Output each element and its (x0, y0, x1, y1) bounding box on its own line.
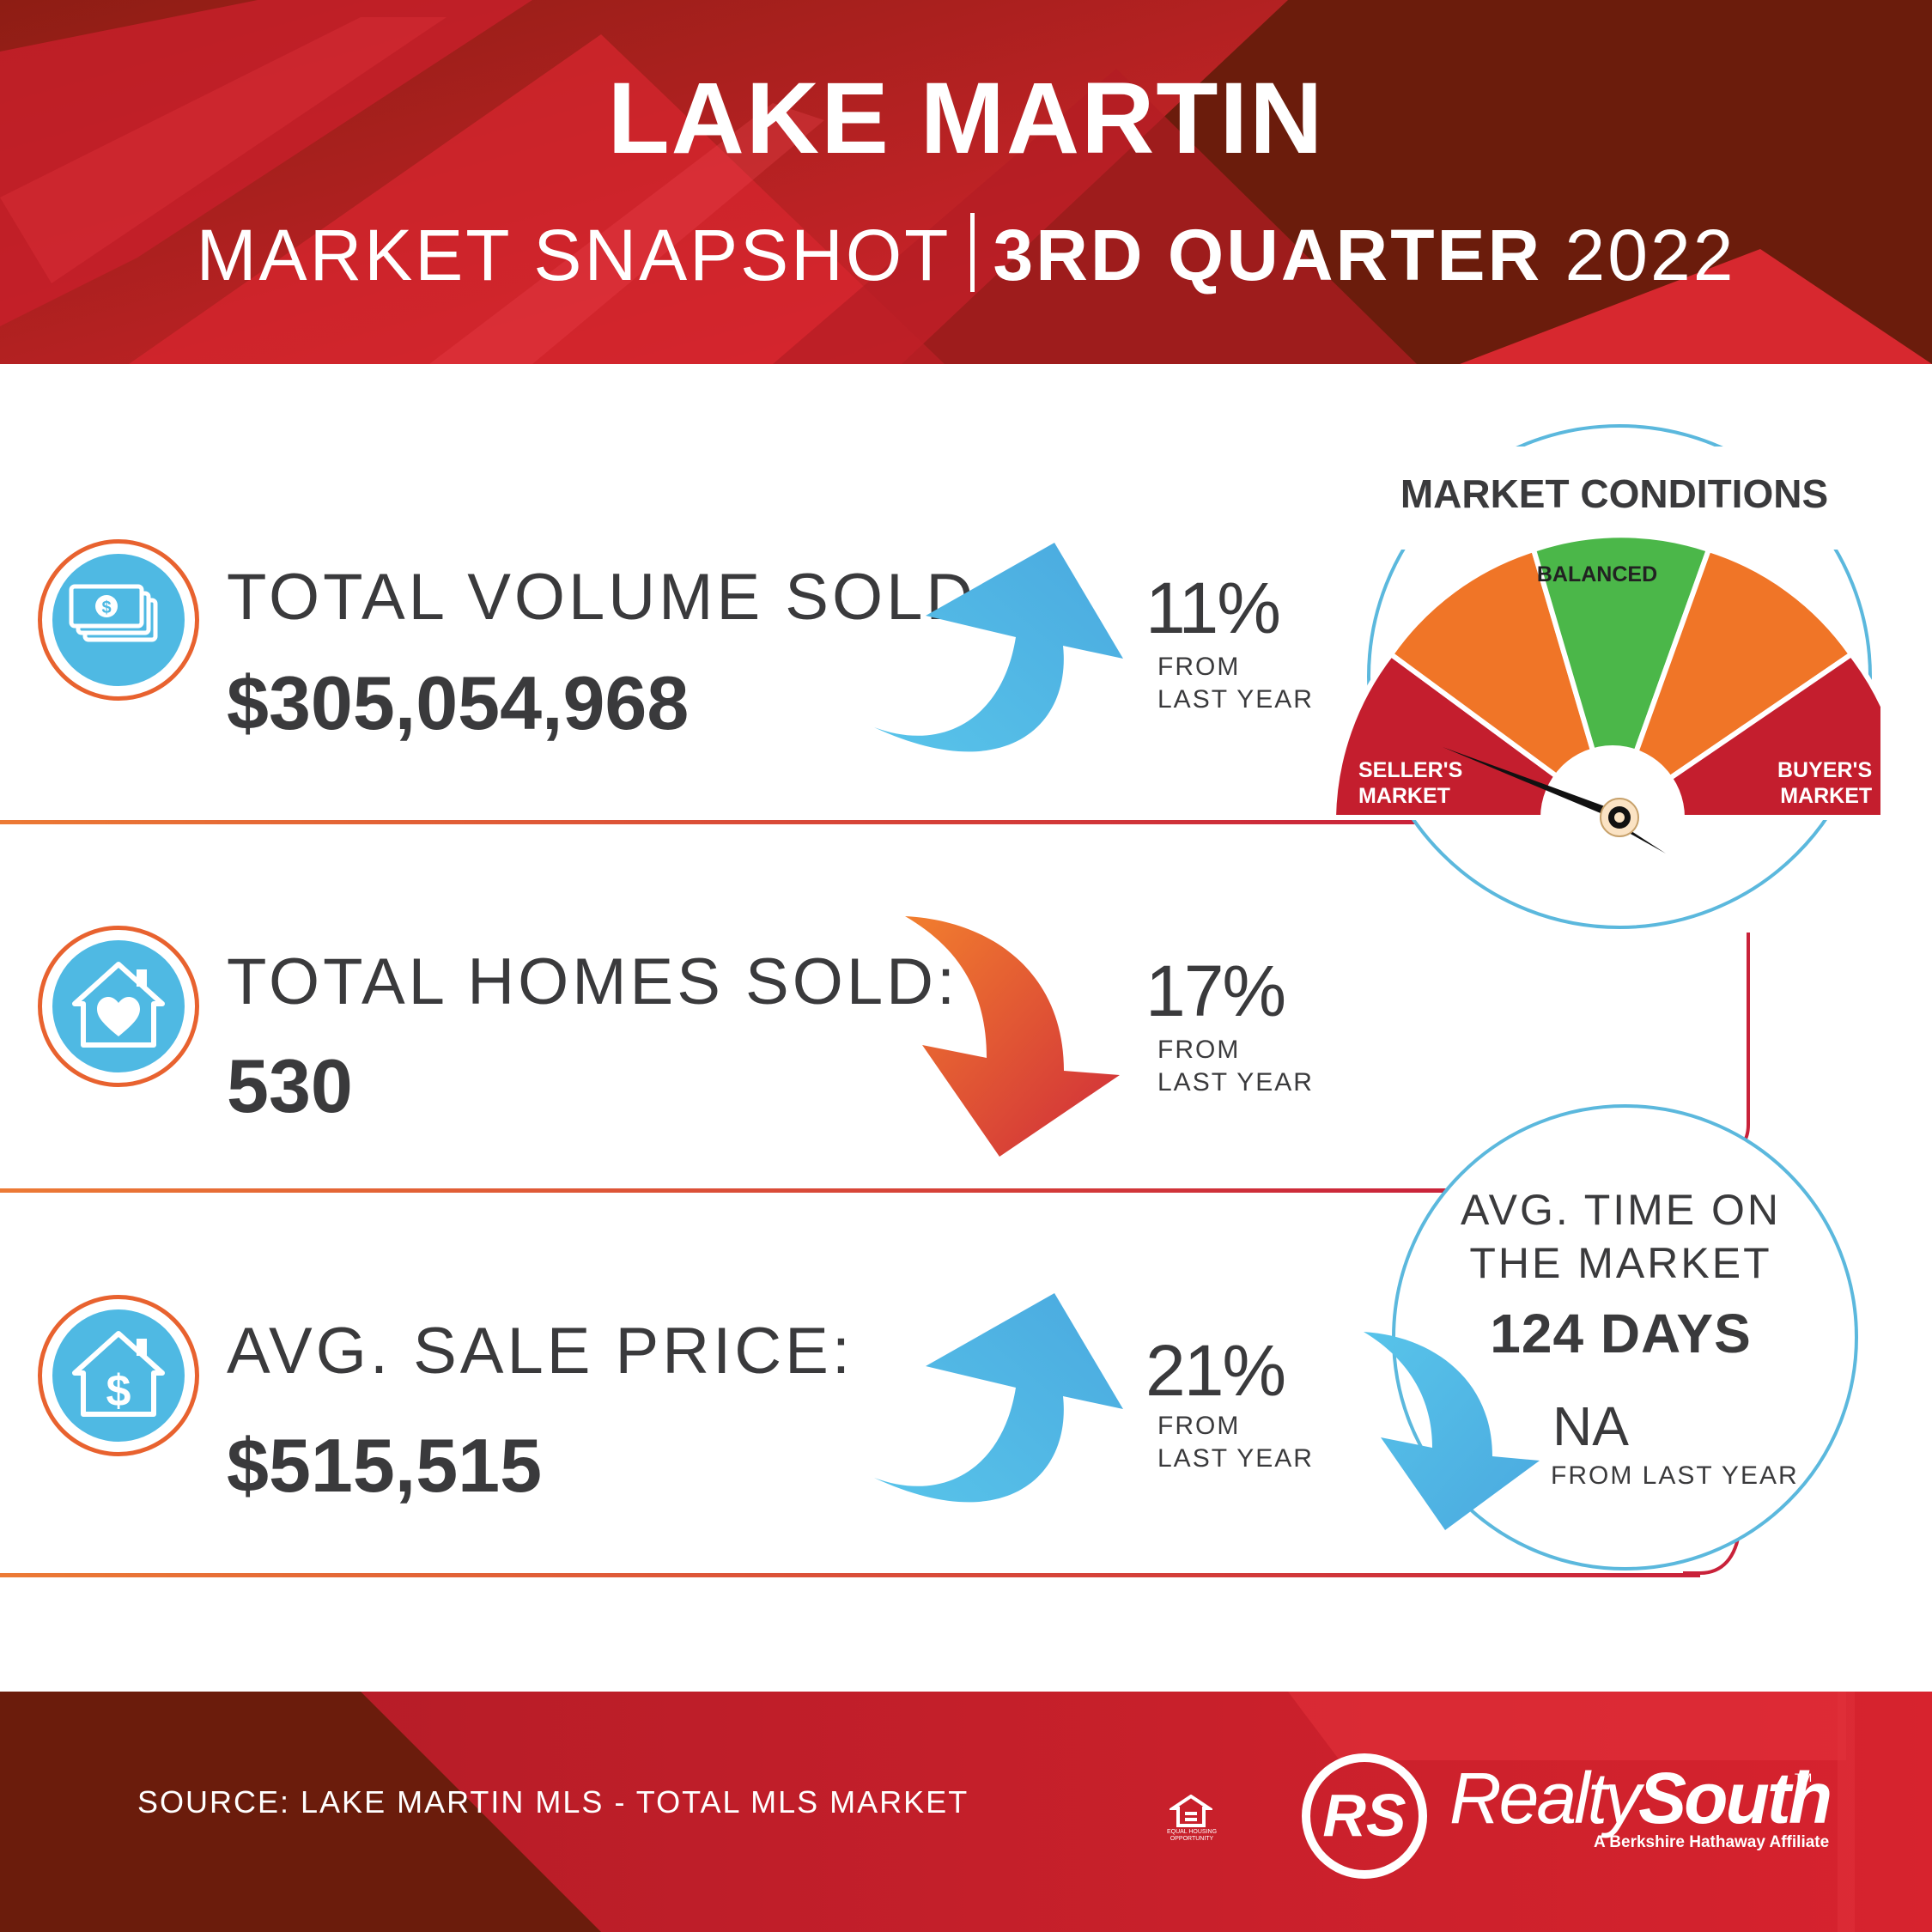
row-divider-3 (0, 1573, 1700, 1577)
house-heart-icon (52, 940, 185, 1072)
buyer-label-line1: BUYER'S (1777, 757, 1872, 783)
total-homes-label: TOTAL HOMES SOLD: (227, 945, 958, 1019)
price-change-note: FROM LAST YEAR (1157, 1410, 1314, 1475)
total-volume-value: $305,054,968 (227, 659, 689, 747)
volume-change-percent: 11% (1145, 567, 1279, 650)
volume-arrow-up-icon (874, 543, 1132, 779)
avg-price-label: AVG. SALE PRICE: (227, 1314, 854, 1388)
header-banner (0, 0, 1932, 364)
money-icon-badge: $ (38, 539, 199, 701)
gauge-buyer-label: BUYER'S MARKET (1777, 757, 1872, 809)
equal-housing-icon (1170, 1795, 1212, 1833)
tom-label-line2: THE MARKET (1425, 1238, 1816, 1288)
header-background-pattern (0, 0, 1932, 364)
house-heart-icon-badge (38, 926, 199, 1087)
homes-arrow-down-icon (905, 912, 1128, 1165)
house-dollar-icon: $ (52, 1309, 185, 1442)
subtitle-snapshot: MARKET SNAPSHOT (197, 215, 951, 295)
homes-note-from: FROM (1157, 1034, 1314, 1066)
seller-label-line2: MARKET (1358, 783, 1462, 809)
realtysouth-logo-mark: RS (1300, 1752, 1429, 1885)
brand-name: RealtySouth (1449, 1757, 1830, 1840)
logo-mark-text: RS (1322, 1782, 1406, 1849)
tom-label-line1: AVG. TIME ON (1425, 1185, 1816, 1235)
row-divider-2 (0, 1188, 1460, 1193)
tom-change-note: FROM LAST YEAR (1551, 1461, 1799, 1491)
homes-change-percent: 17% (1145, 950, 1285, 1033)
price-change-percent: 21% (1145, 1329, 1285, 1413)
buyer-label-line2: MARKET (1777, 783, 1872, 809)
volume-note-last-year: LAST YEAR (1157, 683, 1314, 716)
brand-trademark: TM (1795, 1771, 1812, 1784)
money-icon: $ (52, 554, 185, 686)
row-divider-1 (0, 820, 1425, 824)
equal-housing-text: EQUAL HOUSING OPPORTUNITY (1166, 1829, 1218, 1843)
homes-change-note: FROM LAST YEAR (1157, 1034, 1314, 1099)
homes-note-last-year: LAST YEAR (1157, 1066, 1314, 1099)
brand-tagline: A Berkshire Hathaway Affiliate (1594, 1833, 1829, 1852)
page-title: LAKE MARTIN (0, 60, 1932, 177)
volume-note-from: FROM (1157, 651, 1314, 683)
market-conditions-title: MARKET CONDITIONS (1391, 471, 1838, 517)
svg-text:$: $ (106, 1366, 131, 1416)
total-homes-value: 530 (227, 1042, 353, 1130)
tom-arrow-down-icon (1364, 1327, 1544, 1538)
subtitle-separator (970, 213, 975, 292)
tom-change-value: NA (1552, 1394, 1629, 1458)
price-note-from: FROM (1157, 1410, 1314, 1443)
subtitle-year: 2022 (1565, 215, 1736, 295)
avg-price-value: $515,515 (227, 1422, 542, 1510)
seller-label-line1: SELLER'S (1358, 757, 1462, 783)
source-note: SOURCE: LAKE MARTIN MLS - TOTAL MLS MARK… (137, 1784, 969, 1820)
house-dollar-icon-badge: $ (38, 1295, 199, 1456)
price-arrow-up-icon (874, 1293, 1132, 1529)
price-note-last-year: LAST YEAR (1157, 1443, 1314, 1475)
gauge-seller-label: SELLER'S MARKET (1358, 757, 1462, 809)
brand-realty: Realty (1449, 1758, 1638, 1838)
volume-change-note: FROM LAST YEAR (1157, 651, 1314, 716)
gauge-balanced-label: BALANCED (1513, 562, 1681, 587)
subtitle-quarter: 3RD QUARTER (993, 215, 1543, 295)
svg-text:$: $ (101, 598, 111, 617)
page-subtitle: MARKET SNAPSHOT 3RD QUARTER 2022 (0, 213, 1932, 297)
